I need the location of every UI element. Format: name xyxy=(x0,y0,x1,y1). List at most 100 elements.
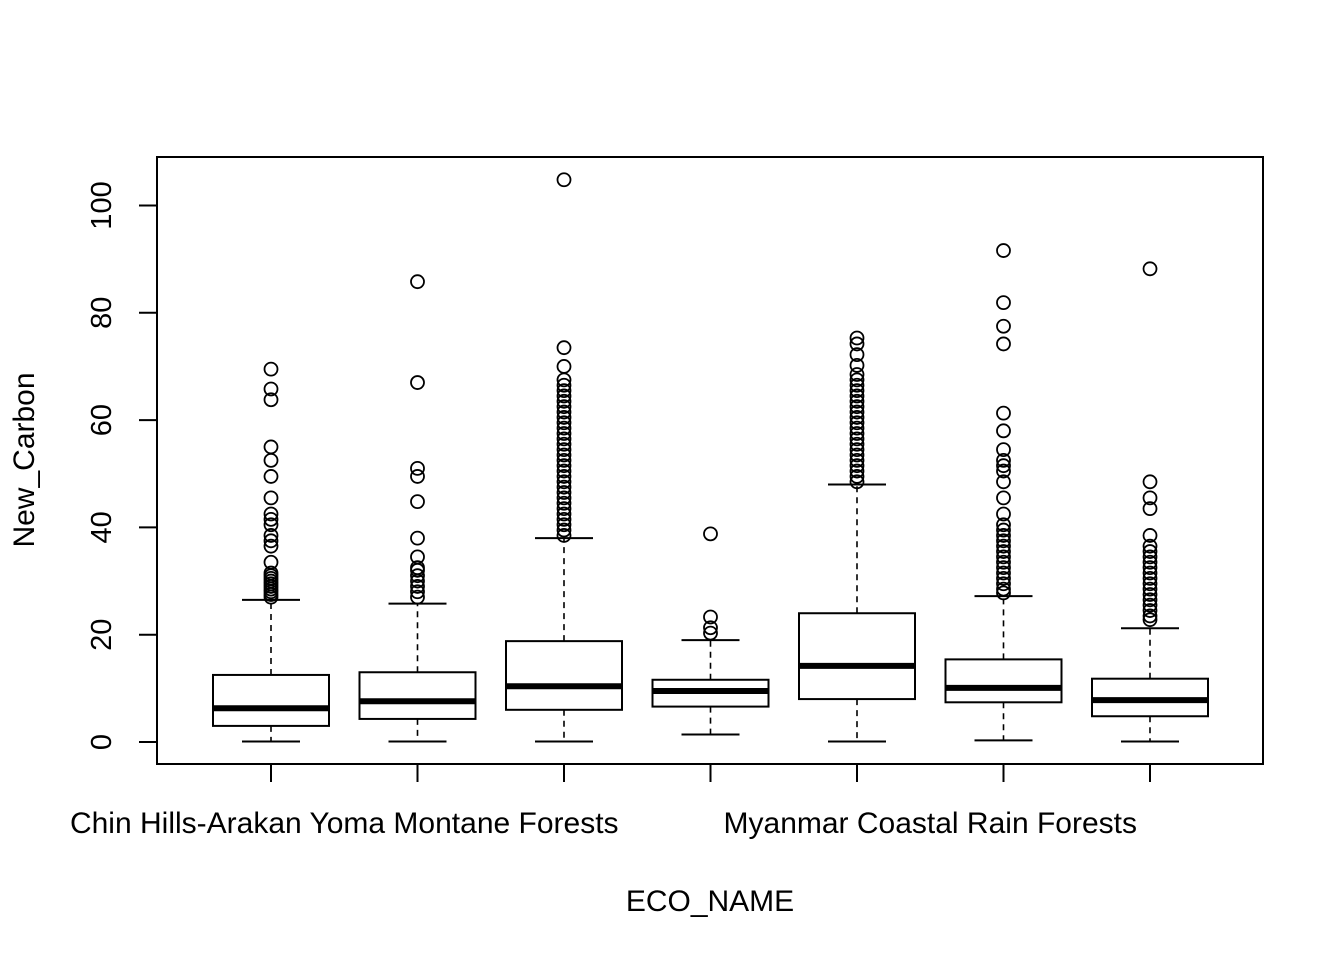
outlier-point xyxy=(263,490,279,506)
outlier-point xyxy=(556,415,572,431)
outlier-point xyxy=(996,474,1011,490)
x-category-label: Myanmar Coastal Rain Forests xyxy=(724,807,1137,840)
outlier-point xyxy=(556,436,572,452)
outlier-point xyxy=(263,554,279,570)
outlier-point xyxy=(263,439,279,455)
outlier-point xyxy=(996,423,1011,439)
outlier-point xyxy=(263,511,279,527)
outlier-point xyxy=(849,377,865,393)
outlier-point xyxy=(263,452,279,468)
outlier-point xyxy=(849,442,865,458)
outlier-point xyxy=(1142,603,1158,618)
outlier-point xyxy=(849,393,865,409)
outlier-point xyxy=(410,375,425,390)
outlier-point xyxy=(556,340,572,356)
outlier-point xyxy=(1142,587,1158,602)
outlier-point xyxy=(556,399,572,415)
outlier-point xyxy=(996,538,1011,554)
outlier-point xyxy=(263,533,279,549)
outlier-point xyxy=(996,528,1011,543)
outlier-point xyxy=(849,452,865,468)
outlier-point xyxy=(996,490,1011,506)
outlier-point xyxy=(703,620,718,636)
iqr-box xyxy=(505,640,623,711)
outlier-point xyxy=(1142,570,1158,586)
y-tick-label: 60 xyxy=(86,404,118,436)
outlier-point xyxy=(556,359,572,374)
plot-frame xyxy=(156,156,1264,765)
outlier-point xyxy=(556,383,572,398)
outlier-point xyxy=(849,388,865,404)
outlier-point xyxy=(556,431,572,447)
outlier-point xyxy=(996,554,1011,570)
outlier-point xyxy=(410,584,425,600)
outlier-point xyxy=(410,549,425,565)
outlier-point xyxy=(410,568,425,584)
outlier-point xyxy=(556,517,572,533)
outlier-point xyxy=(996,506,1011,522)
outlier-point xyxy=(263,381,279,397)
outlier-point xyxy=(1142,576,1158,592)
outlier-point xyxy=(1142,261,1158,277)
outlier-point xyxy=(849,372,865,388)
outlier-point xyxy=(263,538,279,554)
x-axis: Chin Hills-Arakan Yoma Montane Forests My… xyxy=(70,763,1151,840)
box-4 xyxy=(651,526,770,736)
outlier-point xyxy=(556,420,572,436)
outlier-point xyxy=(556,469,572,484)
outlier-point xyxy=(556,528,572,543)
box-5 xyxy=(798,330,916,743)
outlier-point xyxy=(703,625,718,641)
outlier-point xyxy=(556,511,572,527)
outlier-point xyxy=(1142,501,1158,517)
box-3 xyxy=(505,172,623,743)
outlier-point xyxy=(996,336,1011,352)
outlier-point xyxy=(410,530,425,546)
outlier-point xyxy=(996,570,1011,586)
outlier-point xyxy=(1142,592,1158,608)
outlier-point xyxy=(996,533,1011,549)
outlier-point xyxy=(263,506,279,522)
iqr-box xyxy=(798,612,916,701)
outlier-point xyxy=(1142,528,1158,543)
outlier-point xyxy=(556,522,572,538)
outlier-point xyxy=(1142,554,1158,570)
outlier-point xyxy=(849,336,865,352)
outlier-point xyxy=(263,517,279,533)
outlier-point xyxy=(410,560,425,576)
outlier-point xyxy=(556,479,572,495)
outlier-point xyxy=(556,447,572,463)
outlier-point xyxy=(849,447,865,463)
outlier-point xyxy=(703,609,718,625)
outlier-point xyxy=(703,526,718,542)
outlier-point xyxy=(849,469,865,484)
outlier-point xyxy=(263,469,279,484)
outlier-point xyxy=(1142,597,1158,613)
outlier-point xyxy=(1142,544,1158,559)
outlier-point xyxy=(996,295,1011,311)
outlier-point xyxy=(1142,474,1158,490)
outlier-point xyxy=(1142,490,1158,506)
outlier-point xyxy=(849,410,865,425)
outlier-point xyxy=(556,506,572,522)
x-axis-title: ECO_NAME xyxy=(626,885,794,918)
outlier-point xyxy=(1142,538,1158,554)
outlier-point xyxy=(996,581,1011,597)
outlier-point xyxy=(556,393,572,409)
outlier-point xyxy=(1142,565,1158,581)
outlier-point xyxy=(996,318,1011,334)
outlier-point xyxy=(996,576,1011,592)
outlier-point xyxy=(410,274,425,290)
outlier-point xyxy=(556,495,572,511)
outlier-point xyxy=(556,426,572,441)
y-tick-label: 0 xyxy=(86,734,118,750)
outlier-point xyxy=(410,469,425,484)
outlier-point xyxy=(556,452,572,468)
outlier-point xyxy=(849,463,865,479)
outlier-point xyxy=(996,522,1011,538)
outlier-point xyxy=(556,172,572,188)
box-2 xyxy=(358,274,477,743)
outlier-point xyxy=(996,405,1011,421)
outlier-point xyxy=(849,347,865,363)
